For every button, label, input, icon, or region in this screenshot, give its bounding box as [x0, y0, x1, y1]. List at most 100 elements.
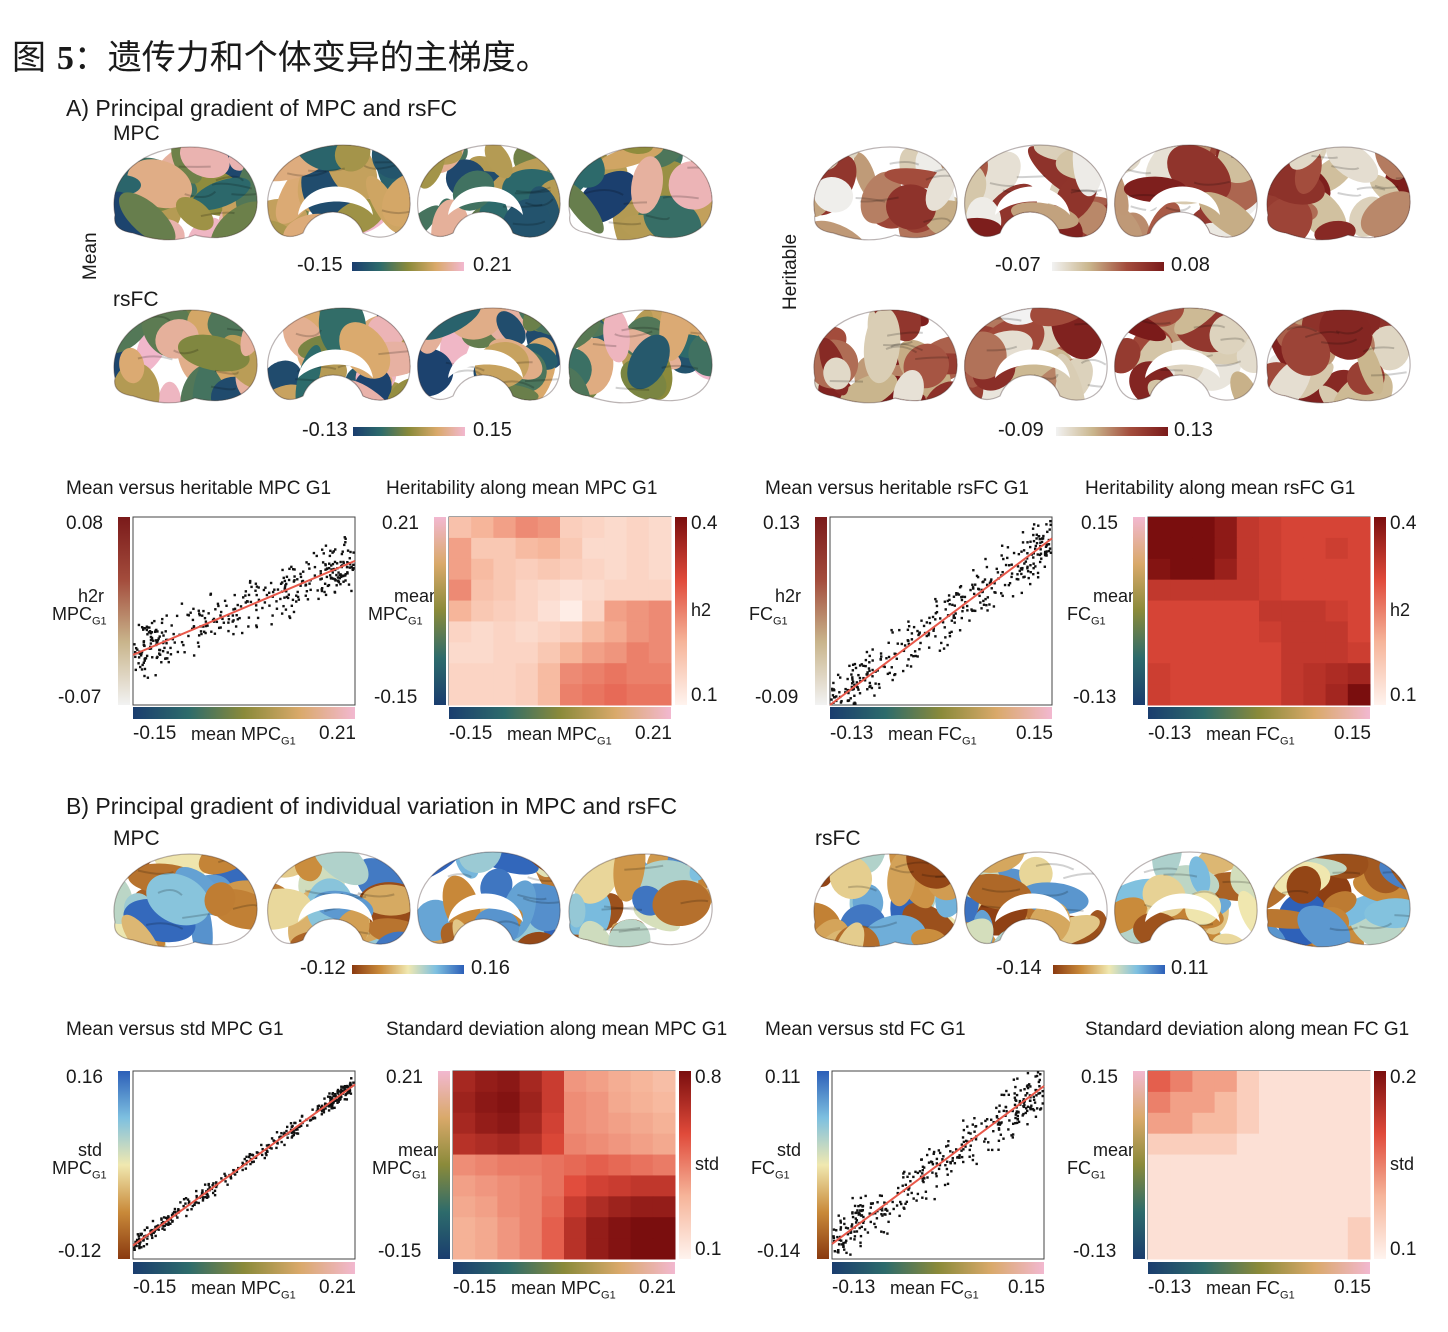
a2-heat-cell	[471, 663, 494, 685]
a1-point	[262, 588, 266, 592]
b1-point	[313, 1116, 316, 1119]
a1-point	[335, 573, 338, 577]
a2-heat-cell	[604, 537, 628, 560]
a3-xlabel: mean FCG1	[888, 725, 977, 751]
b3-point	[1025, 1092, 1029, 1095]
b3-point	[832, 1239, 836, 1243]
a3-point	[1038, 560, 1042, 564]
b3-point	[971, 1154, 975, 1157]
a1-point	[273, 588, 276, 591]
b1-point	[299, 1124, 303, 1128]
a4-heat-cell	[1214, 579, 1238, 602]
a3-point	[868, 661, 871, 664]
b2-y-colorbar	[438, 1071, 450, 1259]
a3-point	[1040, 557, 1043, 560]
b4-heat-cell	[1259, 1091, 1282, 1114]
b3-point	[960, 1143, 964, 1146]
a3-point	[1042, 534, 1045, 538]
b3-point	[868, 1212, 871, 1215]
a2-value-colorbar	[675, 517, 687, 705]
b4-heat-cell	[1325, 1154, 1349, 1176]
b3-point	[964, 1139, 968, 1143]
a1-point	[341, 550, 344, 553]
a4-heat-cell	[1148, 579, 1171, 602]
a2-xmin-tick: -0.15	[449, 723, 493, 744]
a2-ymin-tick: -0.15	[374, 687, 418, 708]
b1-point	[233, 1173, 237, 1176]
a3-point	[1008, 581, 1012, 585]
b1-point	[211, 1191, 215, 1195]
b1-point	[352, 1081, 355, 1084]
b2-heat-cell	[586, 1112, 609, 1135]
a1-point	[247, 625, 250, 628]
a3-point	[868, 681, 872, 685]
a2-heat-cell	[493, 663, 517, 685]
b3-point	[1026, 1084, 1029, 1087]
b2-heat-cell	[608, 1154, 632, 1176]
b1-point	[204, 1195, 207, 1199]
a4-y-colorbar	[1133, 517, 1145, 705]
a4-heat-cell	[1236, 517, 1260, 539]
b3-point	[855, 1230, 859, 1233]
a4-ylabel-sub: G1	[1091, 615, 1106, 628]
a1-point	[280, 612, 284, 615]
b3-point	[1011, 1109, 1014, 1113]
a1-point	[142, 628, 145, 631]
b1-point	[139, 1232, 142, 1236]
b4-heat-cell	[1281, 1091, 1304, 1114]
a3-point	[934, 612, 938, 615]
b3-point	[862, 1221, 865, 1225]
a3-point	[893, 652, 896, 655]
b3-point	[999, 1133, 1003, 1136]
a4-heat-cell	[1192, 579, 1216, 602]
a3-point	[1020, 572, 1023, 576]
a2-heat-cell	[449, 600, 472, 622]
b3-point	[869, 1206, 872, 1209]
b4-heat-cell	[1214, 1175, 1238, 1197]
a4-heat-cell	[1236, 600, 1260, 622]
a2-heat-cell	[537, 517, 561, 539]
a1-point	[257, 598, 261, 602]
b3-point	[904, 1202, 907, 1205]
b3-point	[954, 1148, 958, 1151]
b3-point	[927, 1161, 931, 1164]
b3-point	[964, 1145, 967, 1148]
b3-point	[1011, 1136, 1014, 1139]
b3-point	[862, 1215, 865, 1219]
a3-point	[942, 647, 946, 650]
b1-point	[162, 1216, 166, 1219]
b3-point	[912, 1175, 915, 1179]
a2-xmax-tick: 0.21	[635, 723, 672, 744]
a1-point	[299, 575, 303, 579]
a3-point	[1033, 547, 1037, 550]
a1-point	[202, 625, 205, 628]
a3-point	[839, 701, 843, 704]
a3-point	[916, 629, 919, 633]
a1-point	[254, 604, 258, 607]
a4-heat-cell	[1236, 684, 1260, 706]
a2-heat-cell	[582, 537, 605, 560]
a1-point	[150, 631, 154, 634]
b2-heat-cell	[608, 1196, 632, 1218]
b3-point	[953, 1161, 957, 1165]
a4-heat-cell	[1259, 558, 1282, 581]
a1-point	[292, 580, 296, 583]
a3-point	[948, 603, 951, 606]
a1-point	[292, 610, 296, 614]
b1-x-colorbar	[133, 1262, 355, 1274]
b4-cmin-tick: 0.1	[1390, 1239, 1417, 1260]
a2-y-colorbar	[434, 517, 446, 705]
b4-heat-cell	[1236, 1091, 1260, 1114]
a1-point	[248, 579, 252, 583]
b3-point	[839, 1221, 842, 1224]
b3-point	[863, 1228, 867, 1231]
a1-ylabel-sub: G1	[92, 615, 107, 628]
b3-point	[922, 1176, 925, 1179]
b3-point	[962, 1119, 965, 1122]
a3-point	[992, 605, 996, 608]
b3-point	[1013, 1103, 1017, 1107]
a3-point	[851, 676, 854, 679]
a3-point	[1047, 549, 1051, 553]
b1-point	[151, 1219, 155, 1223]
a3-point	[862, 676, 865, 680]
